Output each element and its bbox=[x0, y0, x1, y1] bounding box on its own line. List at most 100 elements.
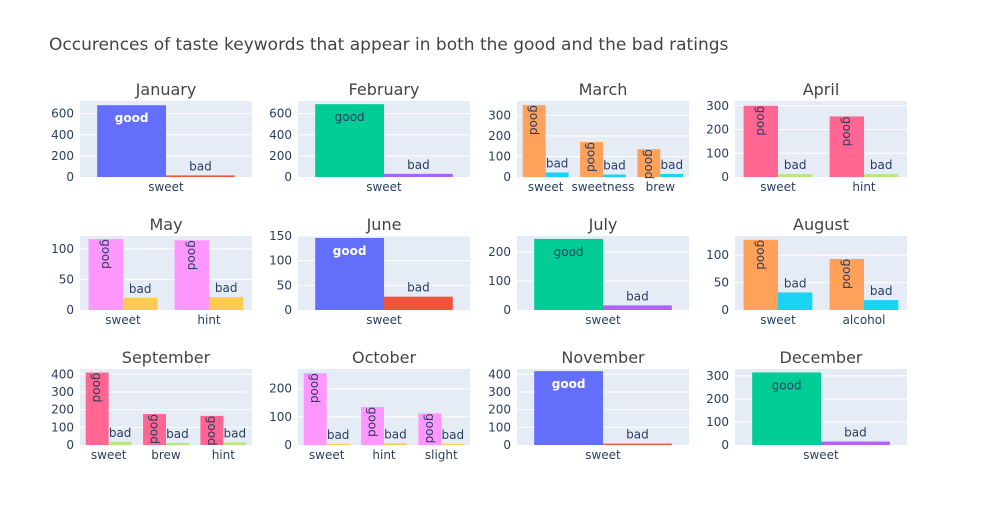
y-tick-label: 600 bbox=[51, 107, 74, 121]
y-tick-label: 0 bbox=[66, 170, 74, 184]
data-label-bad: bad bbox=[166, 427, 189, 441]
x-tick-label: hint bbox=[852, 180, 876, 194]
y-tick-label: 200 bbox=[269, 382, 292, 396]
data-label-bad: bad bbox=[784, 158, 807, 172]
y-tick-label: 50 bbox=[714, 276, 729, 290]
y-tick-label: 0 bbox=[66, 303, 74, 317]
data-label-bad: bad bbox=[546, 156, 569, 170]
data-label-bad: bad bbox=[327, 428, 350, 442]
bar-bad bbox=[545, 172, 569, 177]
y-tick-label: 300 bbox=[488, 108, 511, 122]
bar-good bbox=[85, 372, 109, 445]
y-tick-label: 200 bbox=[488, 245, 511, 259]
data-label-bad: bad bbox=[407, 281, 430, 295]
bar-good bbox=[174, 240, 209, 310]
y-tick-label: 100 bbox=[706, 415, 729, 429]
bar-bad bbox=[166, 175, 235, 177]
subplot-november: 0 100 200 300 400 November good bad sweet bbox=[488, 348, 689, 462]
data-label-good: good bbox=[585, 142, 599, 172]
y-tick-label: 300 bbox=[706, 99, 729, 113]
bar-good bbox=[829, 259, 864, 310]
data-label-good: good bbox=[554, 245, 584, 259]
y-tick-label: 200 bbox=[706, 123, 729, 137]
data-label-bad: bad bbox=[129, 282, 152, 296]
x-tick-label: hint bbox=[372, 448, 396, 462]
subplot-december: 0 100 200 300 December good bad sweet bbox=[706, 348, 907, 462]
bar-good bbox=[315, 104, 384, 177]
x-tick-label: sweet bbox=[528, 180, 564, 194]
bar-good bbox=[522, 105, 546, 177]
subplot-january: 0 200 400 600 January good bad sweet bbox=[51, 80, 252, 194]
subplot-title: November bbox=[561, 348, 645, 367]
x-tick-label: hint bbox=[197, 313, 221, 327]
y-tick-label: 0 bbox=[66, 438, 74, 452]
bar-bad bbox=[384, 296, 453, 310]
y-tick-label: 300 bbox=[706, 369, 729, 383]
y-tick-label: 400 bbox=[51, 128, 74, 142]
subplot-title: May bbox=[149, 215, 182, 234]
x-tick-label: sweet bbox=[91, 448, 127, 462]
bar-good bbox=[418, 413, 442, 445]
bar-bad bbox=[384, 173, 453, 177]
data-label-good: good bbox=[333, 244, 367, 258]
x-tick-label: brew bbox=[151, 448, 181, 462]
bar-good bbox=[88, 239, 123, 310]
data-label-good: good bbox=[527, 105, 541, 135]
subplot-april: 0 100 200 300 April good bad sweet good bad hint bbox=[706, 80, 907, 194]
bar-bad bbox=[441, 443, 465, 445]
y-tick-label: 100 bbox=[51, 420, 74, 434]
x-tick-label: sweet bbox=[803, 448, 839, 462]
bar-good bbox=[361, 407, 384, 445]
bar-bad bbox=[603, 174, 626, 177]
bar-bad bbox=[778, 292, 813, 310]
y-tick-label: 400 bbox=[488, 367, 511, 381]
data-label-good: good bbox=[754, 240, 768, 270]
y-tick-label: 150 bbox=[269, 229, 292, 243]
data-label-bad: bad bbox=[442, 428, 465, 442]
y-tick-label: 100 bbox=[706, 146, 729, 160]
data-label-bad: bad bbox=[844, 426, 867, 440]
x-tick-label: sweet bbox=[366, 180, 402, 194]
bar-bad bbox=[166, 442, 189, 445]
y-tick-label: 200 bbox=[488, 129, 511, 143]
chart-title: Occurences of taste keywords that appear… bbox=[49, 35, 729, 55]
x-tick-label: sweet bbox=[309, 448, 345, 462]
x-tick-label: sweet bbox=[366, 313, 402, 327]
data-label-good: good bbox=[642, 149, 656, 179]
y-tick-label: 0 bbox=[503, 170, 511, 184]
y-tick-label: 100 bbox=[488, 274, 511, 288]
data-label-good: good bbox=[552, 377, 586, 391]
data-label-good: good bbox=[90, 373, 104, 403]
bar-good bbox=[580, 142, 603, 177]
data-label-good: good bbox=[754, 106, 768, 136]
x-tick-label: sweet bbox=[760, 313, 796, 327]
bar-good bbox=[97, 105, 166, 177]
subplot-title: September bbox=[122, 348, 211, 367]
subplot-title: March bbox=[579, 80, 628, 99]
x-tick-label: sweet bbox=[105, 313, 141, 327]
data-label-good: good bbox=[335, 110, 365, 124]
data-label-good: good bbox=[205, 416, 219, 446]
y-tick-label: 100 bbox=[488, 420, 511, 434]
bar-bad bbox=[123, 297, 158, 310]
bar-good bbox=[829, 116, 864, 177]
x-tick-label: brew bbox=[646, 180, 676, 194]
bar-bad bbox=[821, 441, 890, 445]
y-tick-label: 0 bbox=[284, 303, 292, 317]
bar-good bbox=[143, 414, 166, 445]
x-tick-label: sweet bbox=[585, 448, 621, 462]
data-label-good: good bbox=[115, 111, 149, 125]
bar-bad bbox=[778, 174, 813, 177]
y-tick-label: 0 bbox=[284, 438, 292, 452]
bar-good bbox=[743, 105, 778, 177]
bar-bad bbox=[326, 443, 350, 445]
subplot-title: January bbox=[135, 80, 197, 99]
y-tick-label: 100 bbox=[706, 248, 729, 262]
y-tick-label: 200 bbox=[269, 149, 292, 163]
x-tick-label: alcohol bbox=[843, 313, 886, 327]
bar-bad bbox=[864, 300, 899, 310]
